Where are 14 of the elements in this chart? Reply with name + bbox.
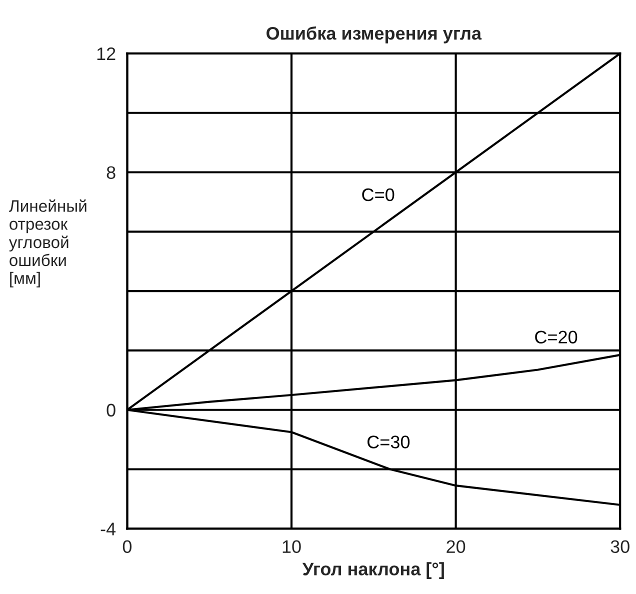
y-tick-label: 0 [106, 404, 116, 417]
chart-title: Ошибка измерения угла [266, 26, 482, 44]
y-tick-label: 12 [97, 47, 116, 60]
series-label: C=20 [535, 330, 578, 344]
y-tick-label: -4 [100, 522, 116, 536]
x-axis-title: Угол наклона [°] [302, 562, 444, 579]
x-tick-label: 0 [122, 540, 132, 554]
y-tick-label: 8 [106, 166, 116, 179]
x-tick-label: 20 [446, 540, 466, 554]
series-label: C=30 [368, 436, 410, 448]
x-tick-label: 30 [610, 540, 630, 554]
y-axis-title: Линейный отрезок угловой ошибки [мм] [8, 199, 86, 288]
series-label: C=0 [362, 188, 394, 202]
x-tick-label: 10 [282, 540, 301, 554]
